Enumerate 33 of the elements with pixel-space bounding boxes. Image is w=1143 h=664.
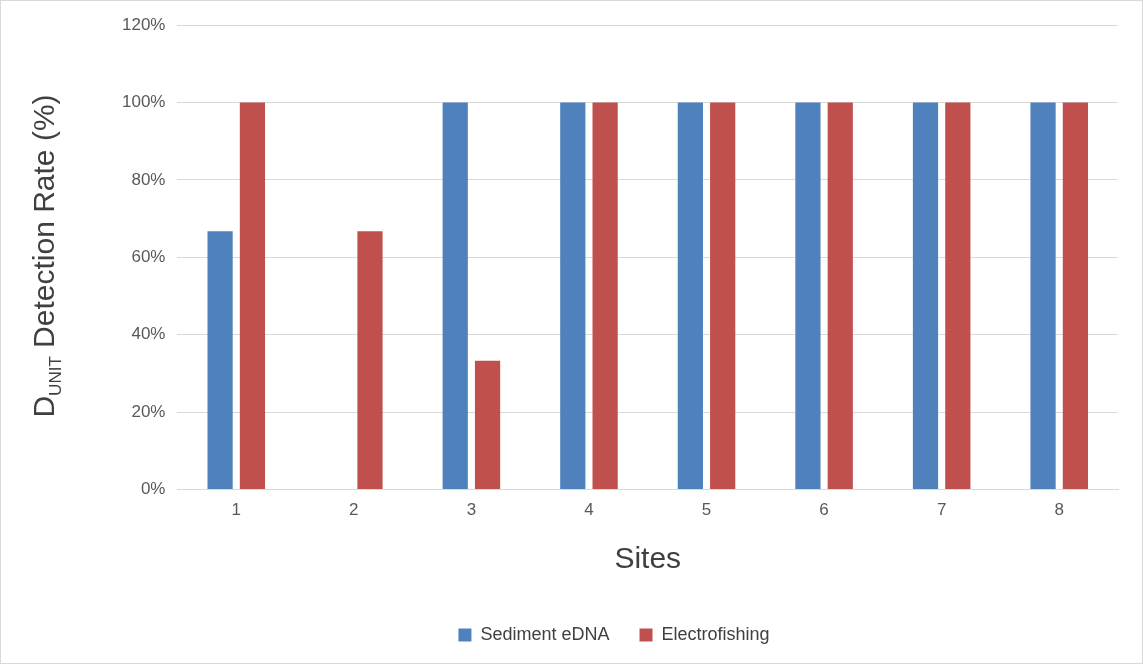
x-tick-label: 1 [231, 500, 241, 520]
bar [474, 360, 501, 490]
y-tick-label: 0% [140, 479, 166, 499]
bar [945, 102, 971, 490]
y-tick-label: 40% [131, 324, 166, 344]
x-tick-label: 3 [466, 500, 477, 520]
legend-label: Electrofishing [661, 623, 770, 644]
bar [795, 102, 821, 490]
bar [912, 102, 939, 490]
x-tick-label: 8 [1054, 500, 1064, 520]
x-tick-label: 4 [584, 500, 594, 520]
x-tick-label: 2 [349, 500, 359, 520]
y-tick-label: 120% [122, 14, 166, 34]
legend-label: Sediment eDNA [480, 623, 610, 644]
y-tick-label: 20% [131, 401, 166, 421]
x-tick-label: 6 [819, 500, 829, 520]
bar [710, 102, 736, 490]
bar [1030, 102, 1056, 490]
bar [239, 102, 266, 490]
bar [357, 231, 383, 490]
bar [1062, 102, 1088, 490]
bar [442, 102, 468, 490]
x-tick-label: 5 [701, 500, 712, 520]
bar [677, 102, 703, 490]
bar [207, 231, 233, 490]
y-tick-label: 80% [131, 169, 166, 189]
bar [560, 102, 586, 490]
bar [592, 102, 618, 490]
y-tick-label: 60% [131, 246, 166, 266]
bar [827, 102, 853, 490]
x-tick-label: 7 [936, 500, 947, 520]
x-axis-title: Sites [614, 541, 682, 575]
y-tick-label: 100% [122, 92, 166, 112]
